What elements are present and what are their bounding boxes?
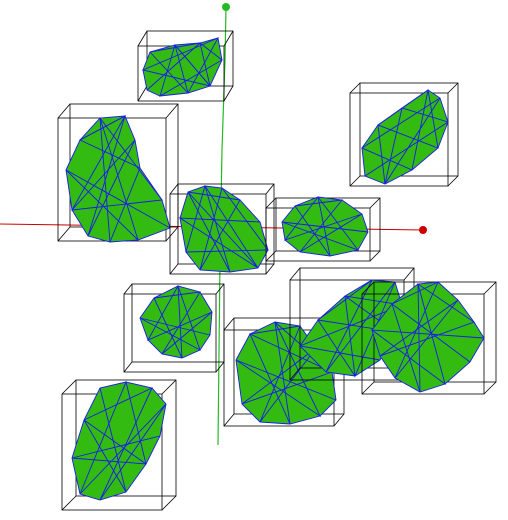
- mesh-wireframe: [139, 284, 213, 359]
- mesh-fill: [140, 286, 212, 358]
- mesh-wireframe: [65, 114, 171, 243]
- mesh-wireframe: [370, 281, 485, 393]
- x-axis-end-marker: [419, 226, 427, 234]
- mesh-wireframe: [141, 37, 223, 97]
- y-axis-end-marker: [222, 3, 230, 11]
- mesh-fill: [180, 186, 268, 272]
- mesh-fill: [300, 280, 402, 376]
- mesh-fill: [66, 116, 170, 242]
- y-axis-line: [217, 6, 227, 446]
- mesh-object-01[interactable]: [137, 30, 234, 102]
- mesh-object-06[interactable]: [123, 283, 225, 373]
- mesh-wireframe: [235, 321, 337, 425]
- mesh-fill: [72, 382, 166, 500]
- mesh-wireframe: [71, 380, 167, 501]
- mesh-object-05[interactable]: [265, 196, 381, 262]
- mesh-wireframe: [281, 196, 369, 257]
- bounding-box: [61, 379, 177, 511]
- bounding-box: [349, 82, 459, 187]
- mesh-object-04[interactable]: [169, 183, 275, 275]
- mesh-wireframe: [361, 88, 450, 185]
- mesh-object-10[interactable]: [61, 379, 177, 511]
- mesh-wireframe: [178, 184, 269, 273]
- mesh-fill: [362, 90, 448, 184]
- mesh-object-03[interactable]: [57, 103, 179, 243]
- mesh-object-09[interactable]: [361, 281, 497, 395]
- mesh-object-02[interactable]: [349, 82, 459, 187]
